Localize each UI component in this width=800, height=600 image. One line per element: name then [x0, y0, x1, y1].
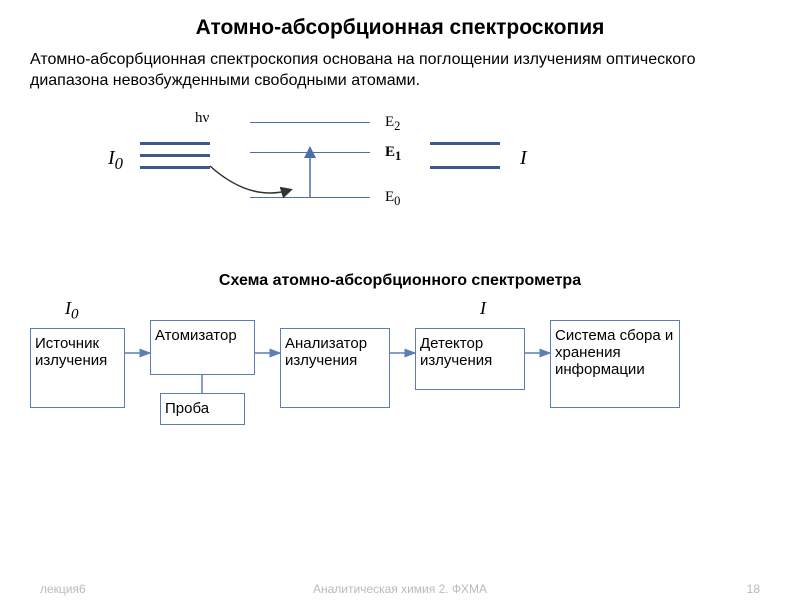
flowchart-title: Схема атомно-абсорбционного спектрометра — [0, 272, 800, 290]
footer-page-number: 18 — [747, 582, 760, 596]
footer-center: Аналитическая химия 2. ФХМА — [0, 582, 800, 596]
flow-box-detector: Детектор излучения — [415, 328, 525, 390]
flow-box-atomizer: Атомизатор — [150, 320, 255, 375]
flow-box-analyzer: Анализатор излучения — [280, 328, 390, 408]
flow-box-sample: Проба — [160, 393, 245, 425]
flow-intensity-out-label: I — [480, 298, 486, 319]
energy-level-diagram: E2E1E0I0Ihν — [0, 102, 800, 242]
description-text: Атомно-абсорбционная спектроскопия основ… — [0, 40, 800, 92]
flow-box-source: Источник излучения — [30, 328, 125, 408]
spectrometer-flowchart: I0 I Источник излучения Атомизатор Проба Анал… — [0, 298, 800, 478]
flow-intensity-in-label: I0 — [65, 298, 79, 324]
page-title: Атомно-абсорбционная спектроскопия — [0, 0, 800, 40]
energy-arrows — [0, 102, 800, 242]
flow-box-system: Система сбора и хранения информации — [550, 320, 680, 408]
